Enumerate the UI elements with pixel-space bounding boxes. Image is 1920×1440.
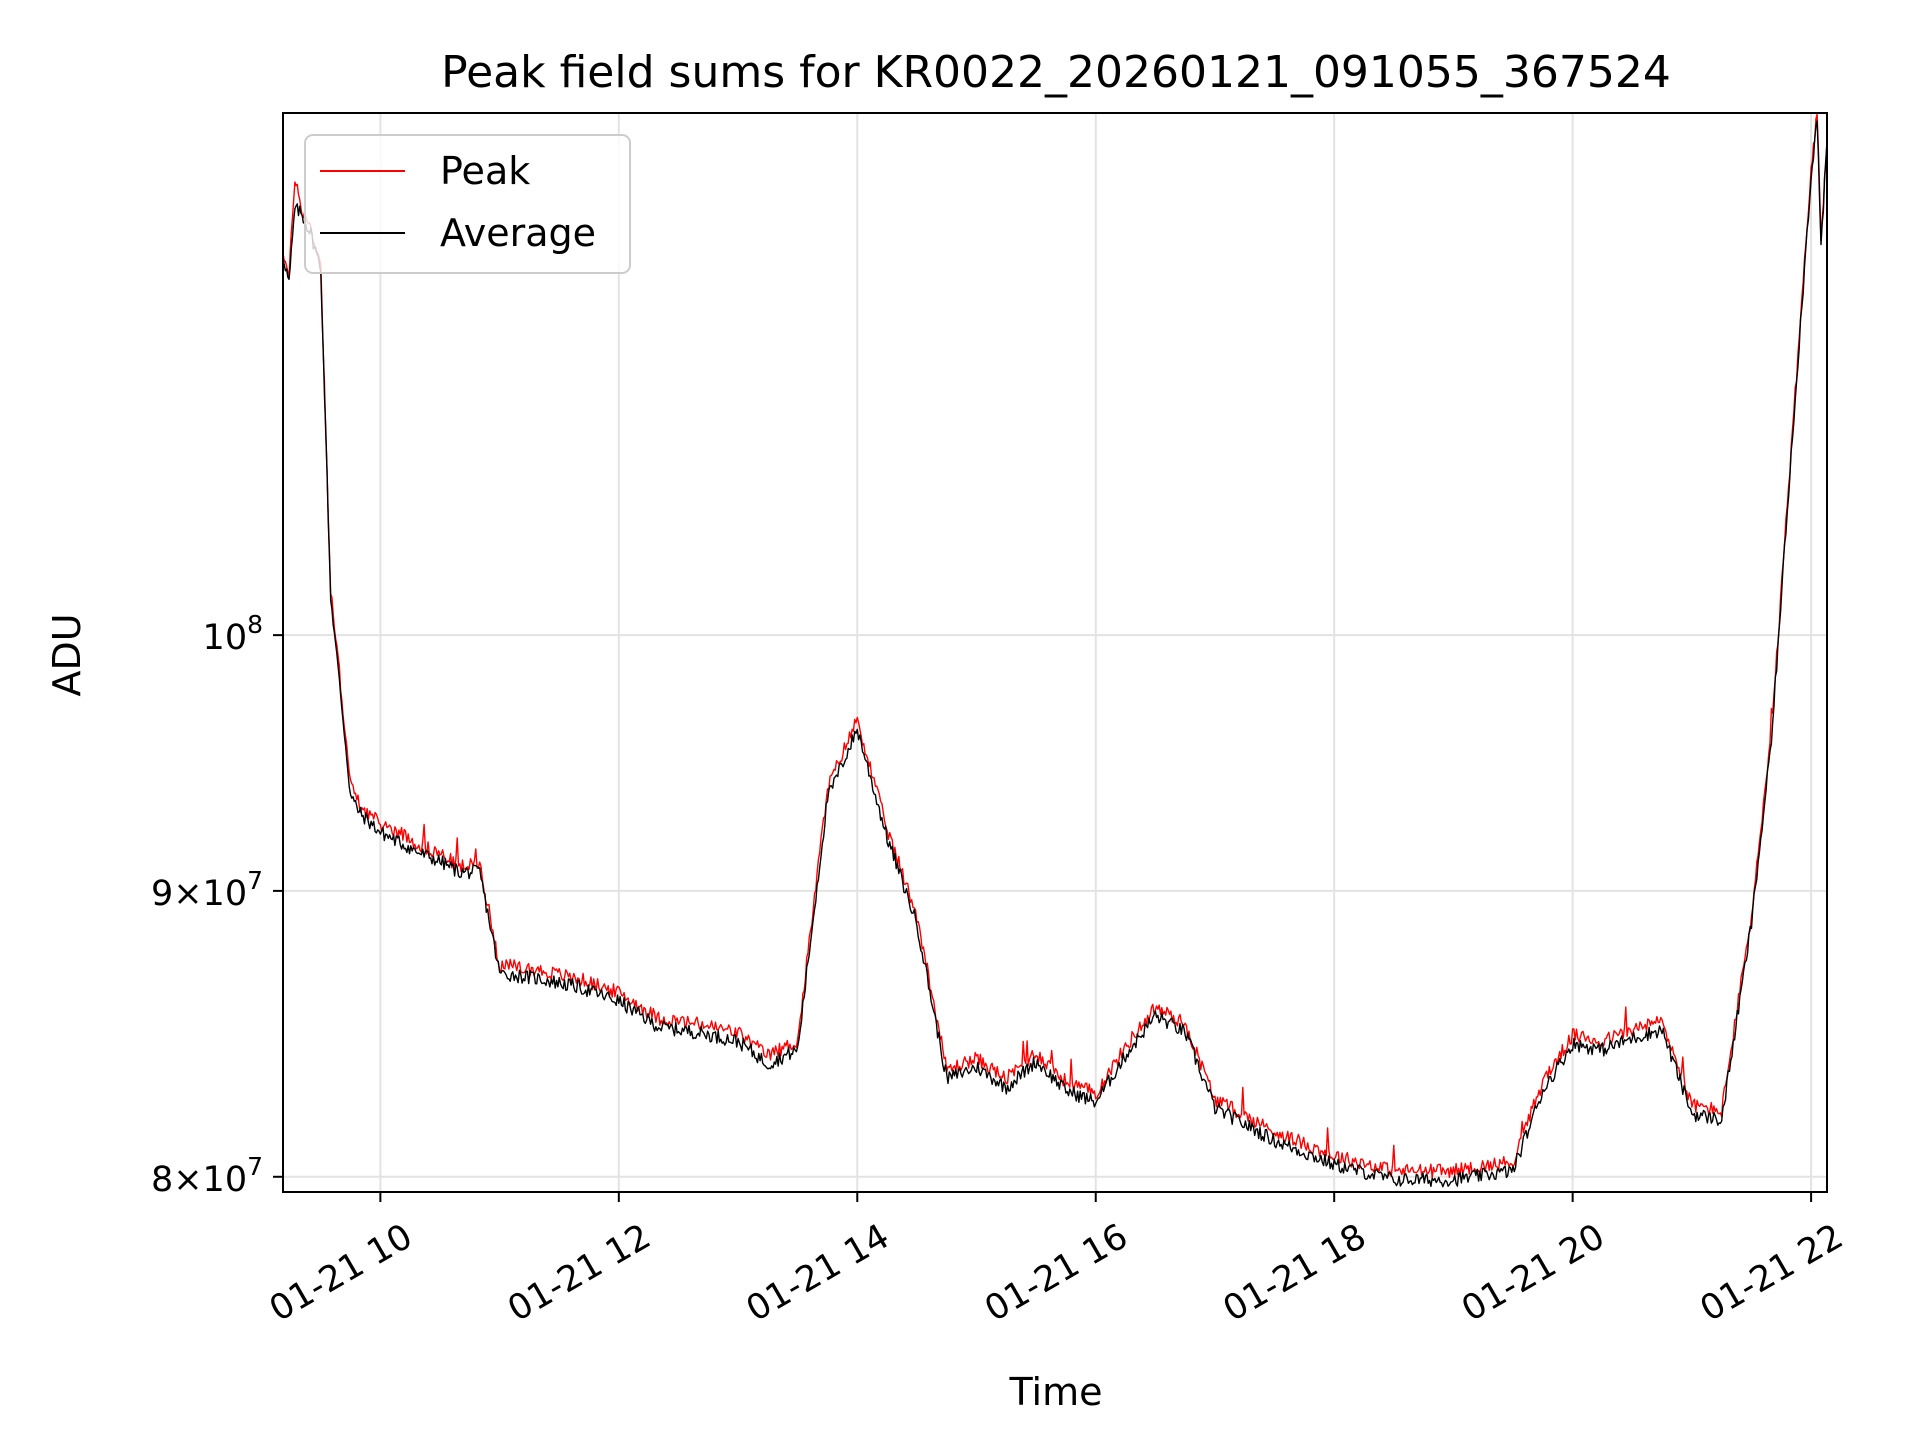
- y-tick-label: 9×107: [151, 866, 263, 914]
- y-tick-label: 108: [203, 610, 263, 658]
- legend-label-peak: Peak: [440, 149, 530, 193]
- legend: Peak Average: [304, 134, 631, 274]
- x-axis-label: Time: [1009, 1370, 1103, 1414]
- legend-label-average: Average: [440, 211, 596, 255]
- y-axis-ticks: 8×107 9×107 108: [151, 610, 283, 1200]
- y-axis-label: ADU: [45, 613, 89, 696]
- y-tick-label: 8×107: [151, 1152, 263, 1200]
- plot-lines: [283, 113, 1827, 1188]
- series-line-average: [283, 120, 1827, 1188]
- chart-title: Peak field sums for KR0022_20260121_0910…: [441, 47, 1671, 98]
- grid: [283, 113, 1827, 1192]
- legend-box: [304, 134, 631, 274]
- series-line-peak: [283, 113, 1827, 1179]
- plot-frame: [282, 112, 1828, 1193]
